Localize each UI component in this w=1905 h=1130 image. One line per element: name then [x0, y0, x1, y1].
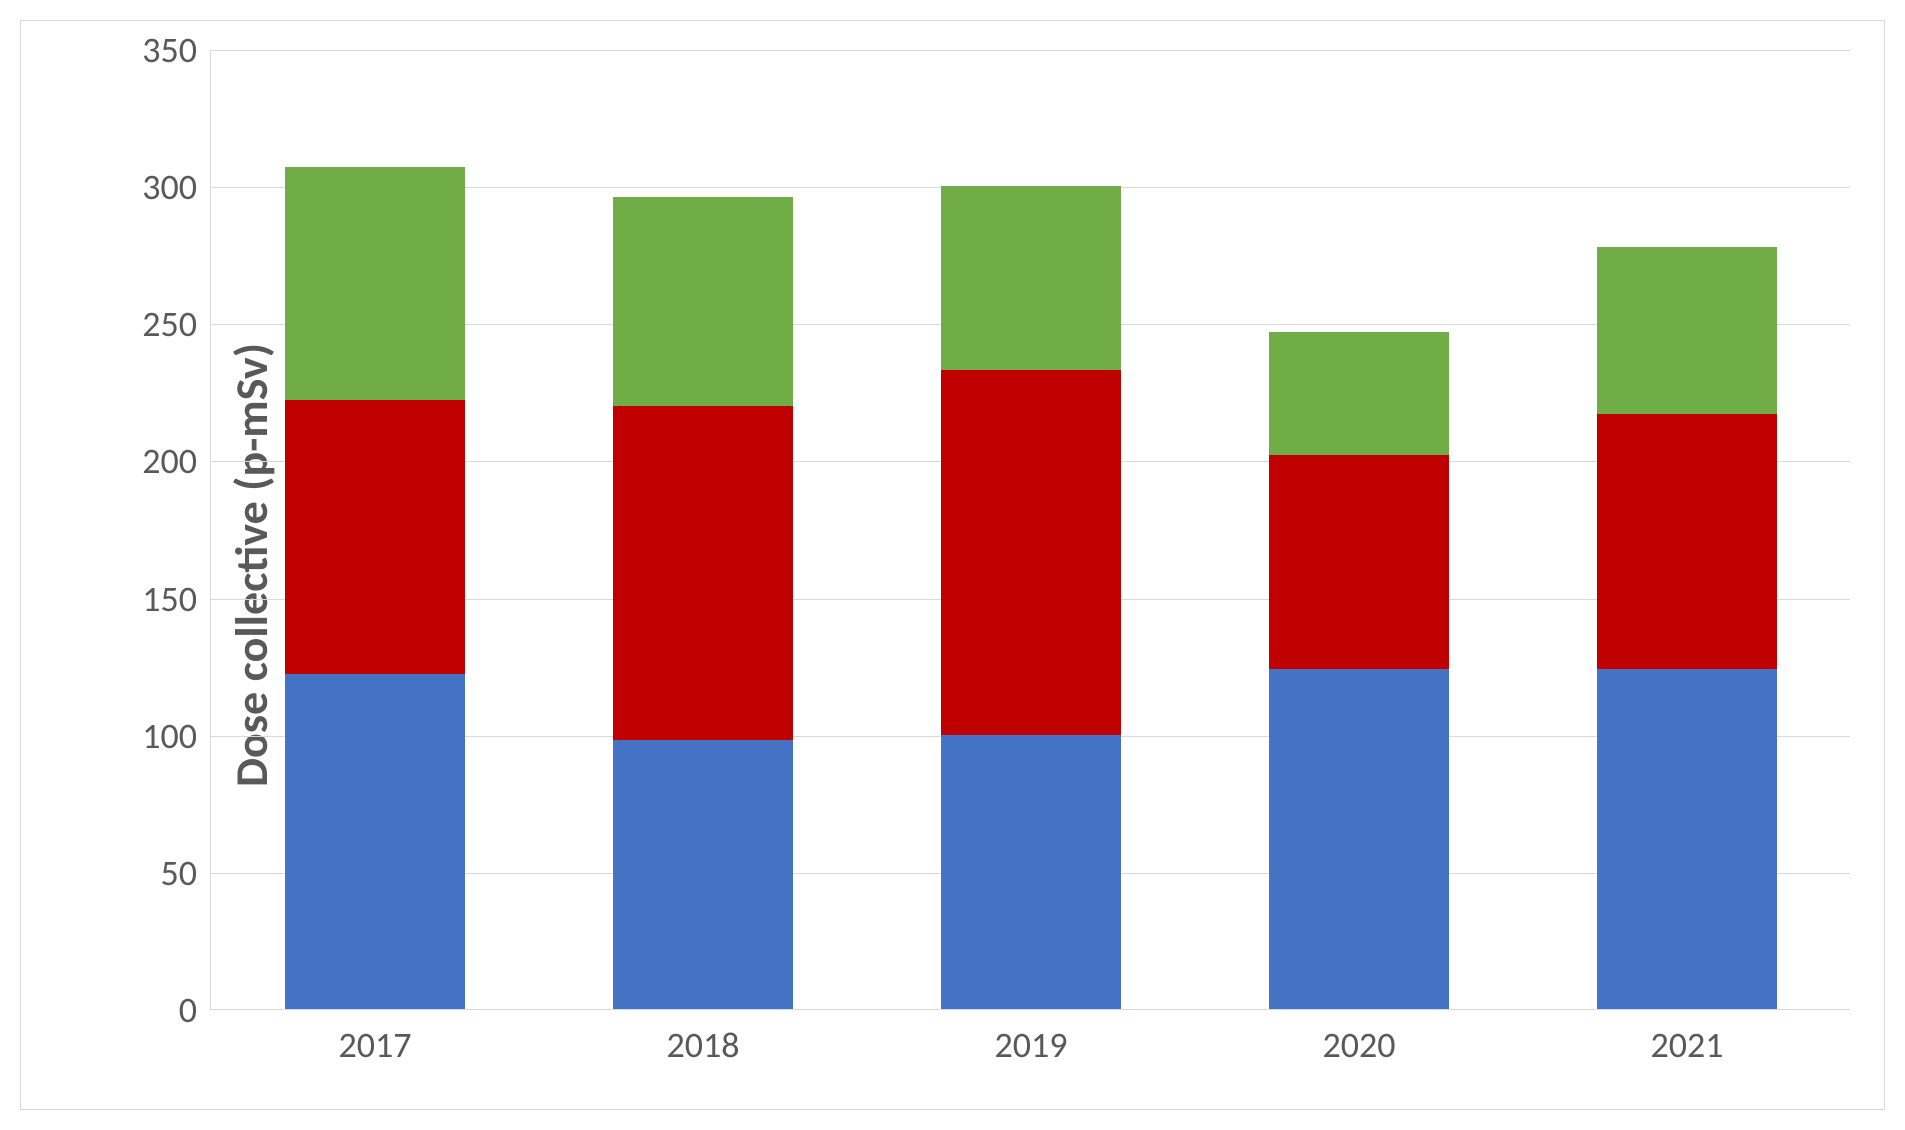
bar-segment — [613, 197, 793, 405]
bar-segment — [941, 735, 1121, 1009]
y-tick-label: 350 — [142, 28, 211, 72]
y-tick-label: 100 — [142, 714, 211, 758]
bar-stack — [285, 49, 465, 1009]
x-tick-label: 2020 — [1195, 1009, 1523, 1067]
bar-stack — [941, 49, 1121, 1009]
bar-segment — [613, 406, 793, 741]
chart-plot-region: 0501001502002503003502017201820192020202… — [210, 50, 1850, 1010]
bar-segment — [613, 740, 793, 1009]
bar-stack — [613, 49, 793, 1009]
bar-segment — [941, 370, 1121, 735]
bar-segment — [1597, 669, 1777, 1009]
y-tick-label: 300 — [142, 165, 211, 209]
bar-segment — [285, 674, 465, 1009]
bar-segment — [1269, 455, 1449, 669]
bar-segment — [1269, 669, 1449, 1009]
chart-plot-area: 0501001502002503003502017201820192020202… — [210, 50, 1850, 1010]
y-tick-label: 50 — [161, 851, 212, 895]
bar-stack — [1597, 49, 1777, 1009]
bar-segment — [941, 186, 1121, 370]
x-tick-label: 2021 — [1523, 1009, 1851, 1067]
x-tick-label: 2019 — [867, 1009, 1195, 1067]
bar-stack — [1269, 49, 1449, 1009]
y-tick-label: 0 — [179, 988, 211, 1032]
bar-segment — [1269, 332, 1449, 455]
y-tick-label: 200 — [142, 439, 211, 483]
y-tick-label: 250 — [142, 302, 211, 346]
bar-segment — [1597, 414, 1777, 669]
x-tick-label: 2018 — [539, 1009, 867, 1067]
bar-segment — [1597, 247, 1777, 414]
y-tick-label: 150 — [142, 577, 211, 621]
x-tick-label: 2017 — [211, 1009, 539, 1067]
bar-segment — [285, 400, 465, 674]
bar-segment — [285, 167, 465, 400]
